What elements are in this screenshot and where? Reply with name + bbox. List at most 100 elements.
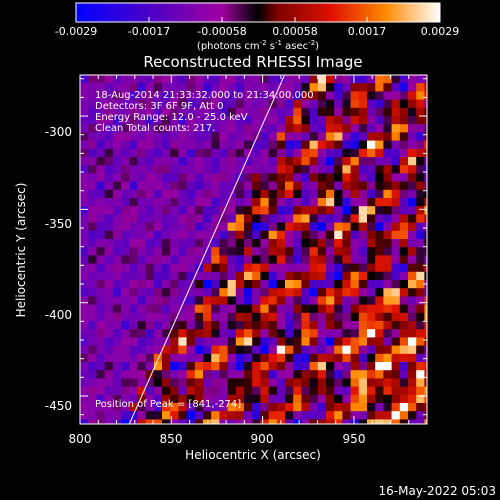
- image-pixel: [104, 214, 114, 223]
- image-pixel: [268, 378, 278, 387]
- image-pixel: [227, 353, 237, 363]
- image-pixel: [260, 148, 269, 158]
- image-pixel: [162, 140, 171, 150]
- image-pixel: [358, 370, 368, 379]
- image-pixel: [96, 214, 105, 223]
- image-pixel: [416, 280, 425, 289]
- image-pixel: [408, 173, 417, 182]
- image-pixel: [235, 99, 245, 109]
- image-pixel: [244, 181, 253, 191]
- image-pixel: [121, 255, 130, 264]
- image-pixel: [186, 263, 196, 273]
- image-pixel: [129, 296, 138, 305]
- image-pixel: [162, 148, 171, 158]
- image-pixel: [416, 239, 425, 248]
- image-pixel: [358, 386, 368, 396]
- image-pixel: [342, 148, 351, 158]
- image-pixel: [416, 312, 425, 322]
- image-pixel: [260, 304, 269, 314]
- image-pixel: [367, 75, 376, 84]
- image-pixel: [235, 394, 245, 404]
- image-pixel: [194, 378, 204, 387]
- image-pixel: [285, 312, 294, 322]
- image-pixel: [178, 255, 187, 264]
- image-pixel: [129, 83, 138, 92]
- image-pixel: [178, 165, 187, 174]
- image-pixel: [80, 263, 89, 273]
- image-pixel: [104, 386, 114, 396]
- image-pixel: [137, 140, 146, 150]
- detectors-annotation: Detectors: 3F 6F 9F, Att 0: [95, 101, 223, 112]
- image-pixel: [326, 337, 335, 346]
- image-pixel: [317, 189, 327, 199]
- image-pixel: [203, 378, 212, 387]
- image-pixel: [194, 230, 204, 240]
- image-pixel: [268, 337, 278, 346]
- image-pixel: [244, 132, 253, 141]
- image-pixel: [334, 362, 343, 371]
- image-pixel: [358, 280, 368, 289]
- image-pixel: [252, 181, 261, 191]
- image-pixel: [350, 304, 360, 314]
- image-pixel: [137, 157, 146, 166]
- image-pixel: [367, 99, 376, 109]
- image-pixel: [203, 403, 212, 412]
- image-pixel: [293, 116, 302, 125]
- image-pixel: [80, 255, 89, 264]
- image-pixel: [260, 353, 269, 363]
- image-pixel: [194, 353, 204, 363]
- image-pixel: [244, 116, 253, 125]
- image-pixel: [342, 99, 351, 109]
- image-pixel: [276, 198, 286, 207]
- image-pixel: [145, 247, 155, 256]
- image-pixel: [211, 239, 220, 248]
- image-pixel: [112, 345, 122, 355]
- image-pixel: [112, 132, 122, 141]
- image-pixel: [301, 83, 310, 92]
- image-pixel: [170, 271, 179, 281]
- image-pixel: [104, 206, 114, 215]
- image-pixel: [367, 107, 376, 117]
- image-pixel: [194, 83, 204, 92]
- image-pixel: [178, 107, 187, 117]
- image-pixel: [194, 362, 204, 371]
- image-pixel: [203, 107, 212, 117]
- image-pixel: [350, 239, 360, 248]
- image-pixel: [162, 386, 171, 396]
- image-pixel: [383, 345, 392, 355]
- image-pixel: [137, 239, 146, 248]
- image-pixel: [391, 206, 401, 215]
- image-pixel: [391, 271, 401, 281]
- image-pixel: [317, 148, 327, 158]
- image-pixel: [129, 378, 138, 387]
- image-pixel: [350, 91, 360, 100]
- image-pixel: [424, 83, 427, 92]
- image-pixel: [416, 140, 425, 150]
- image-pixel: [383, 255, 392, 264]
- image-pixel: [391, 321, 401, 330]
- image-pixel: [309, 91, 319, 100]
- image-pixel: [350, 280, 360, 289]
- image-pixel: [121, 280, 130, 289]
- image-pixel: [153, 107, 163, 117]
- image-pixel: [268, 329, 278, 338]
- image-pixel: [358, 132, 368, 141]
- image-pixel: [399, 288, 409, 297]
- image-pixel: [80, 321, 89, 330]
- image-pixel: [186, 288, 196, 297]
- image-pixel: [342, 165, 351, 174]
- image-pixel: [424, 157, 427, 166]
- image-pixel: [104, 337, 114, 346]
- image-pixel: [162, 157, 171, 166]
- image-pixel: [301, 263, 310, 273]
- image-pixel: [137, 362, 146, 371]
- image-pixel: [88, 165, 97, 174]
- image-pixel: [252, 288, 261, 297]
- image-pixel: [170, 124, 179, 133]
- image-pixel: [244, 362, 253, 371]
- image-pixel: [285, 107, 294, 117]
- image-pixel: [170, 247, 179, 256]
- image-pixel: [342, 370, 351, 379]
- image-pixel: [268, 198, 278, 207]
- image-pixel: [252, 99, 261, 109]
